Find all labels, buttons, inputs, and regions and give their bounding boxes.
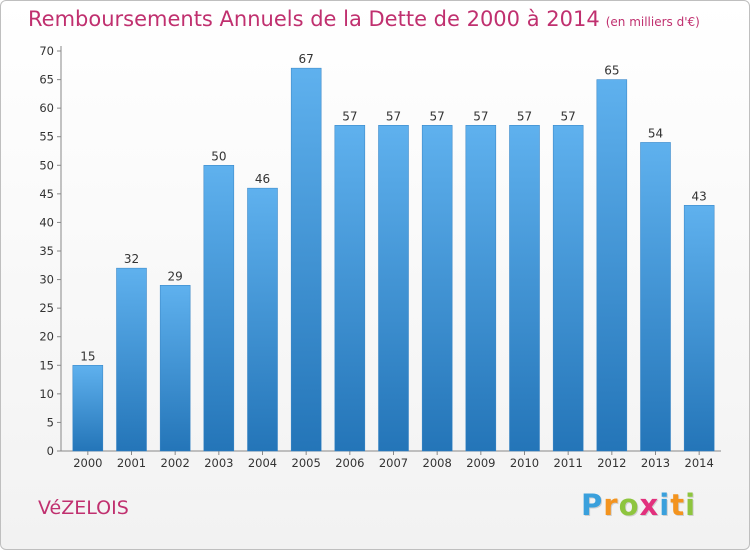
value-label: 43 — [692, 189, 707, 203]
x-tick-label: 2005 — [292, 456, 321, 470]
y-tick-label: 10 — [39, 387, 54, 401]
chart-axes: 0 5 10 15 20 25 30 35 40 45 50 55 60 65 70 — [39, 44, 721, 458]
y-tick-label: 5 — [47, 415, 54, 429]
value-label: 57 — [473, 109, 488, 123]
y-tick-label: 0 — [47, 444, 54, 458]
value-label: 54 — [648, 126, 663, 140]
bar-2008 — [421, 125, 453, 452]
value-label: 57 — [386, 109, 401, 123]
y-tick-label: 30 — [39, 273, 54, 287]
value-label: 57 — [430, 109, 445, 123]
y-tick-label: 45 — [39, 187, 54, 201]
x-tick-label: 2006 — [335, 456, 364, 470]
x-tick-label: 2013 — [641, 456, 670, 470]
value-label: 50 — [211, 149, 226, 163]
bar-2006 — [334, 125, 366, 452]
logo-letter: r — [603, 488, 619, 522]
x-tick-label: 2007 — [379, 456, 408, 470]
x-tick-label: 2001 — [117, 456, 146, 470]
proxiti-logo: Proxiti — [581, 488, 696, 522]
value-label: 32 — [124, 252, 139, 266]
bar-2005 — [290, 67, 322, 452]
value-label: 57 — [342, 109, 357, 123]
x-tick-label: 2009 — [466, 456, 495, 470]
y-tick-label: 60 — [39, 101, 54, 115]
y-tick-label: 70 — [39, 44, 54, 58]
y-tick-label: 15 — [39, 358, 54, 372]
bar-2010 — [509, 125, 540, 452]
logo-letter: x — [639, 488, 660, 522]
bar-2001 — [116, 267, 147, 452]
chart-bars — [72, 67, 715, 452]
value-label: 29 — [168, 269, 183, 283]
bar-2000 — [72, 365, 104, 452]
bar-2014 — [683, 205, 715, 452]
x-tick-label: 2003 — [204, 456, 233, 470]
chart-title: Remboursements Annuels de la Dette de 20… — [28, 7, 700, 31]
bar-2013 — [640, 142, 671, 452]
x-tick-label: 2008 — [423, 456, 452, 470]
y-tick-label: 65 — [39, 73, 54, 87]
y-tick-label: 20 — [39, 330, 54, 344]
value-label: 65 — [604, 64, 619, 78]
x-tick-label: 2012 — [597, 456, 626, 470]
bar-2009 — [465, 125, 497, 452]
logo-letter: o — [618, 488, 640, 522]
chart-subtitle: (en milliers d'€) — [605, 15, 700, 29]
logo-letter: i — [659, 488, 671, 522]
x-tick-label: 2004 — [248, 456, 277, 470]
value-label: 57 — [561, 109, 576, 123]
chart-labels: 2000 15 2001 32 2002 29 2003 50 2004 46 2005 67 2006… — [73, 52, 714, 470]
value-label: 46 — [255, 172, 270, 186]
y-tick-label: 55 — [39, 130, 54, 144]
logo-letter: i — [685, 488, 697, 522]
bar-2004 — [247, 187, 278, 452]
bar-2007 — [378, 125, 409, 452]
y-tick-label: 50 — [39, 158, 54, 172]
value-label: 15 — [80, 349, 95, 363]
y-tick-label: 40 — [39, 215, 54, 229]
bar-2011 — [552, 125, 584, 452]
y-tick-label: 25 — [39, 301, 54, 315]
x-tick-label: 2002 — [161, 456, 190, 470]
commune-name: VéZELOIS — [38, 497, 129, 519]
x-tick-label: 2011 — [554, 456, 583, 470]
y-tick-label: 35 — [39, 244, 54, 258]
x-tick-label: 2000 — [73, 456, 102, 470]
x-tick-label: 2014 — [685, 456, 714, 470]
x-tick-label: 2010 — [510, 456, 539, 470]
bar-2003 — [203, 165, 235, 452]
logo-letter: P — [581, 488, 604, 522]
value-label: 67 — [299, 52, 314, 66]
chart-title-text: Remboursements Annuels de la Dette de 20… — [28, 7, 600, 31]
bar-2002 — [159, 285, 191, 452]
logo-letter: t — [670, 488, 686, 522]
value-label: 57 — [517, 109, 532, 123]
bar-2012 — [596, 79, 628, 452]
